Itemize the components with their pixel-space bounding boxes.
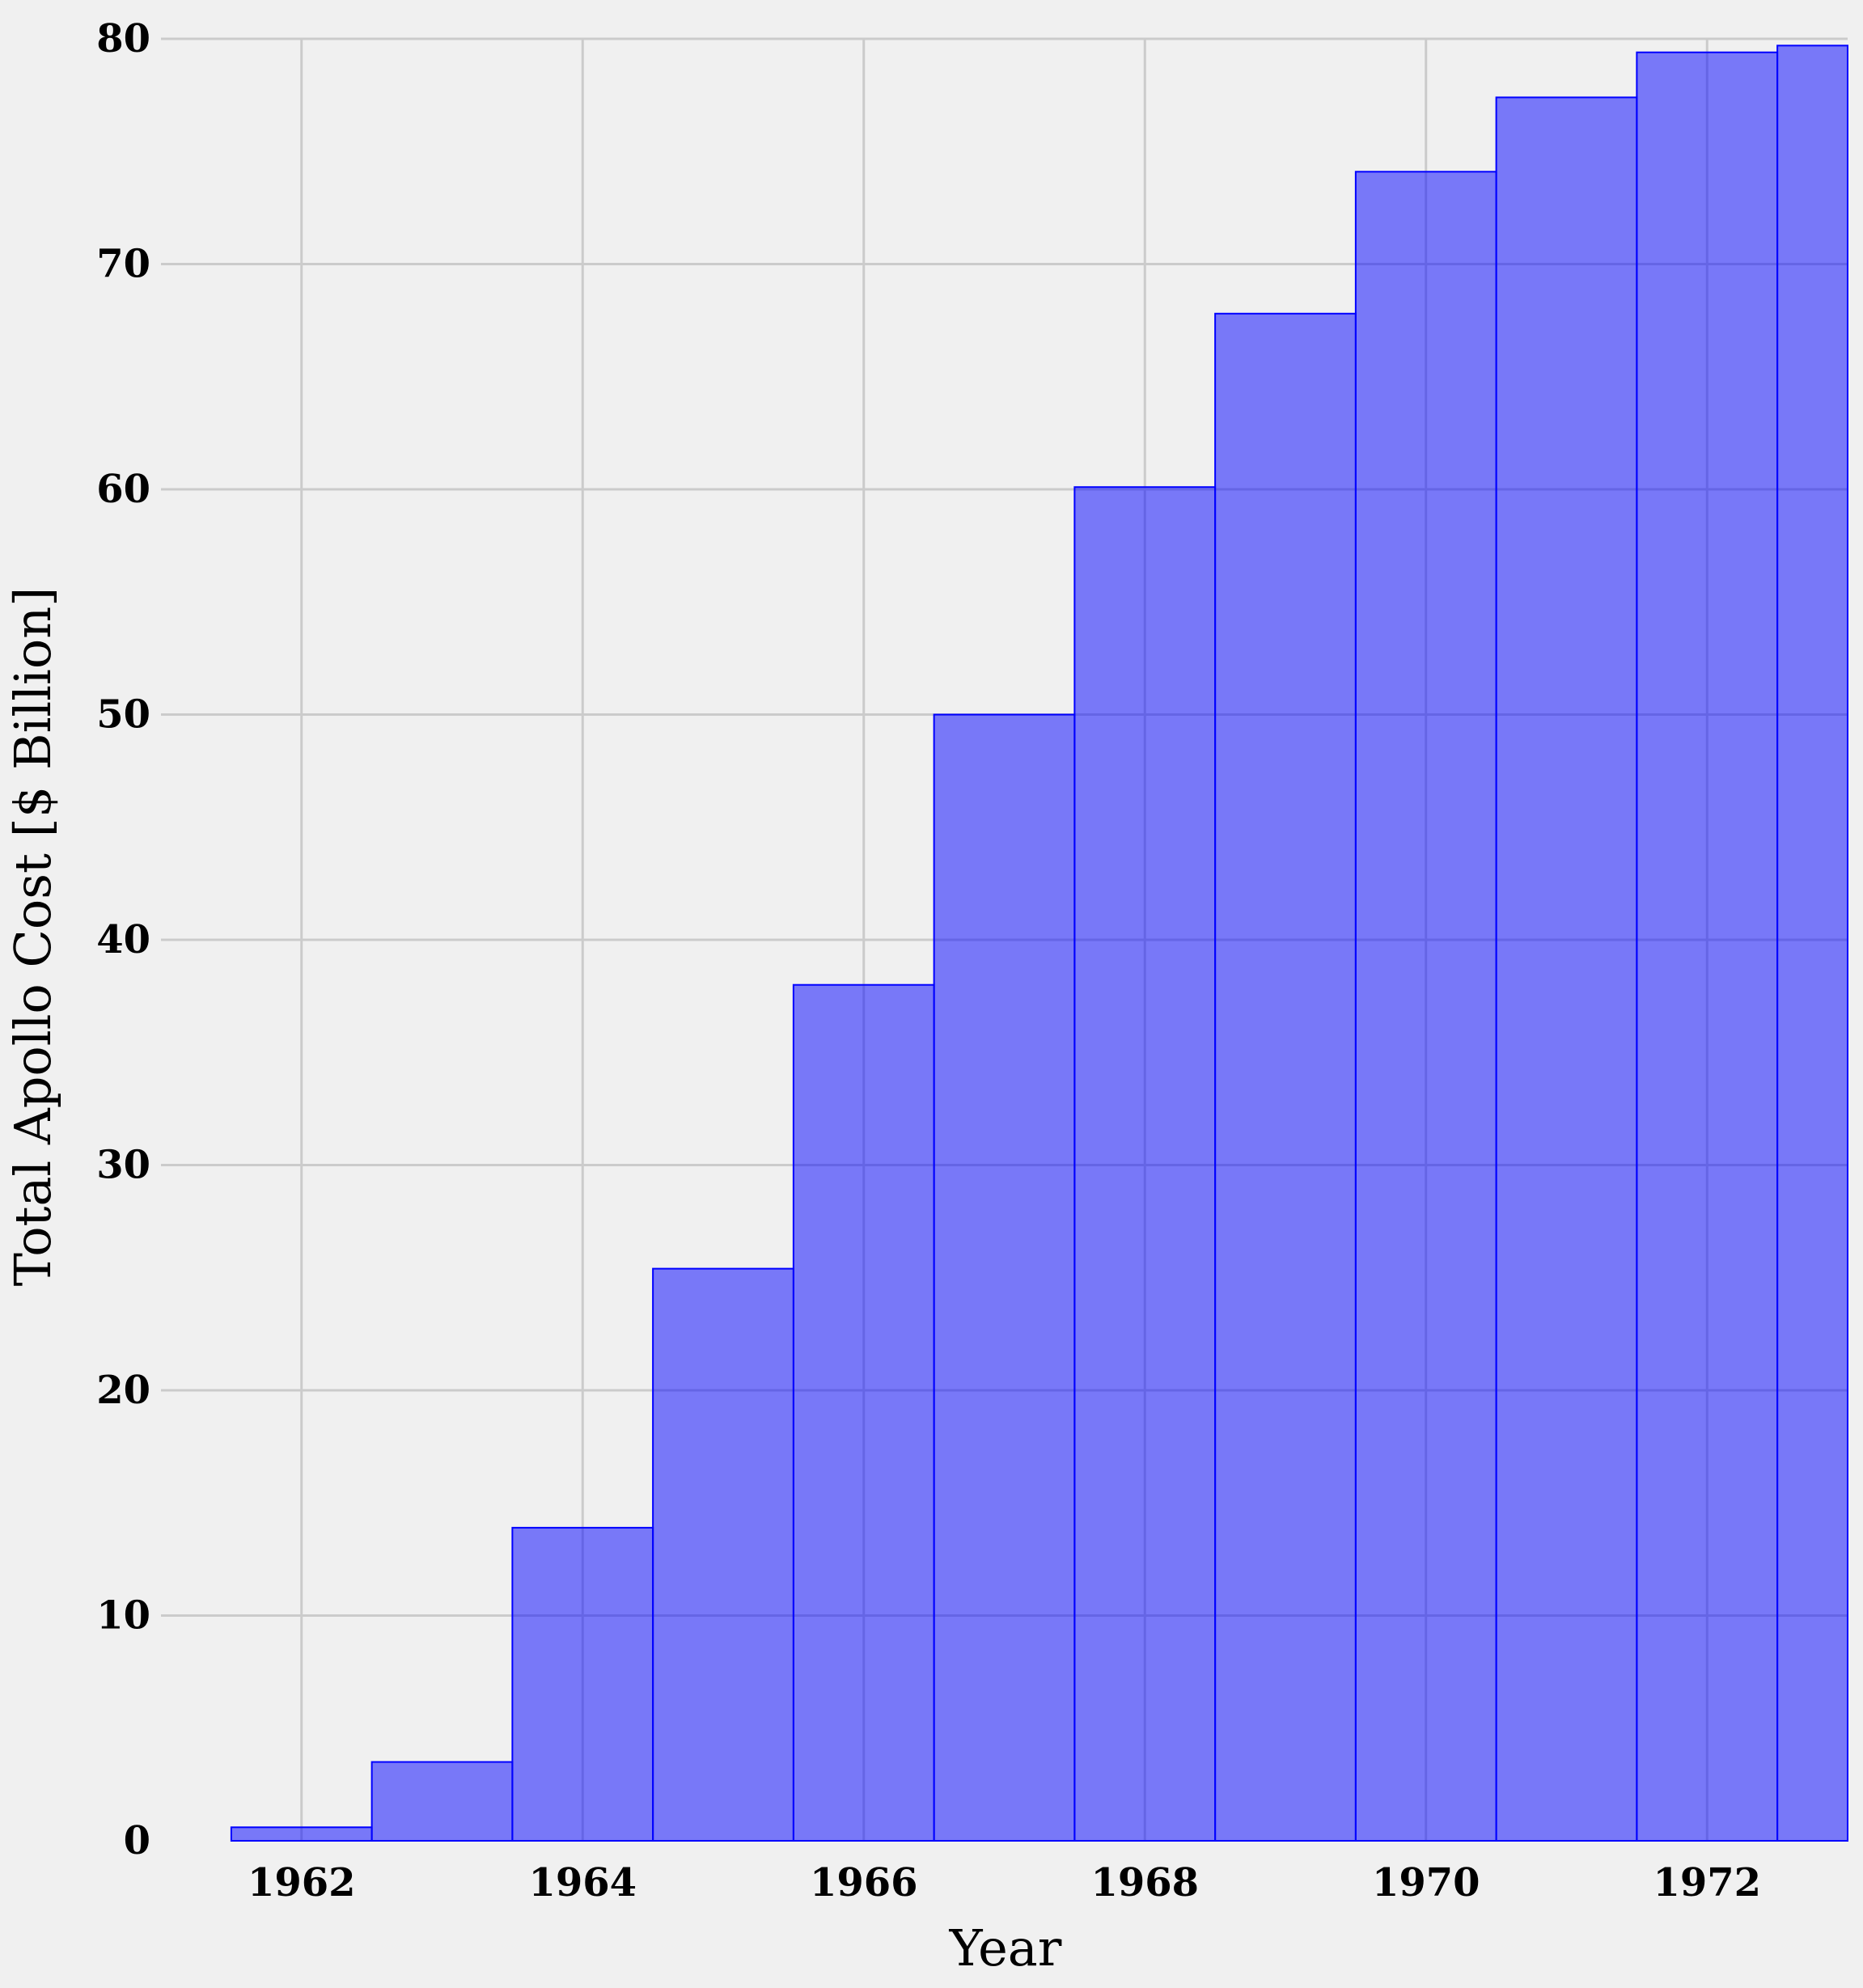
bar-1967	[933, 713, 1076, 1842]
y-tick-label: 30	[96, 1143, 150, 1188]
y-tick-label: 60	[96, 467, 150, 512]
y-tick-labels: 0 10 20 30 40 50 60 70 80	[96, 16, 150, 1863]
x-tick-label: 1962	[248, 1860, 356, 1906]
y-tick-label: 70	[96, 242, 150, 287]
bar-1971	[1495, 96, 1638, 1842]
x-axis-label: Year	[949, 1918, 1062, 1977]
bar-1968	[1073, 486, 1217, 1842]
x-tick-label: 1968	[1090, 1860, 1199, 1906]
bar-1969	[1214, 312, 1357, 1842]
x-tick-label: 1964	[528, 1860, 637, 1906]
bar-1972	[1636, 51, 1779, 1842]
bar-1965	[652, 1267, 794, 1842]
bar-1973	[1776, 44, 1848, 1842]
y-tick-label: 50	[96, 692, 150, 738]
bar-1963	[370, 1761, 514, 1842]
y-tick-label: 0	[124, 1818, 150, 1863]
x-tick-label: 1966	[810, 1860, 918, 1906]
bar-1964	[511, 1526, 654, 1842]
y-tick-label: 40	[96, 917, 150, 962]
y-tick-label: 20	[96, 1368, 150, 1413]
x-tick-labels: 1962 1964 1966 1968 1970 1972	[248, 1860, 1761, 1906]
y-tick-label: 10	[96, 1593, 150, 1639]
bar-1962	[230, 1826, 373, 1842]
bar-1970	[1354, 171, 1497, 1842]
y-tick-label: 80	[96, 16, 150, 61]
x-tick-label: 1972	[1653, 1860, 1761, 1906]
x-tick-label: 1970	[1372, 1860, 1480, 1906]
bars	[230, 44, 1848, 1842]
y-axis-label: Total Apollo Cost [$ Billion]	[3, 587, 62, 1287]
bar-1966	[792, 983, 935, 1842]
